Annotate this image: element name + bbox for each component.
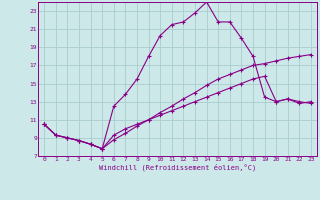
X-axis label: Windchill (Refroidissement éolien,°C): Windchill (Refroidissement éolien,°C) xyxy=(99,164,256,171)
